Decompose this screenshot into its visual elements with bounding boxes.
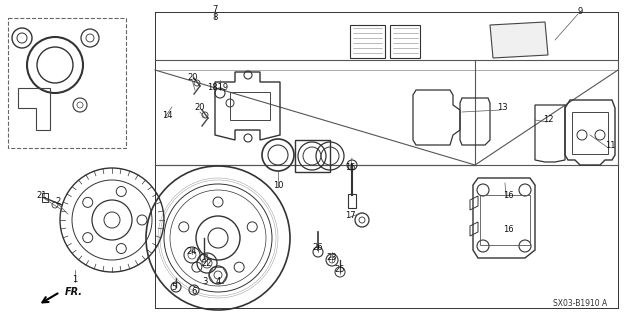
Text: 6: 6 <box>191 287 197 297</box>
Text: 11: 11 <box>605 140 615 149</box>
Text: 7: 7 <box>212 5 218 14</box>
Text: 24: 24 <box>187 247 197 257</box>
Text: 16: 16 <box>503 226 513 235</box>
Bar <box>348 194 356 208</box>
Text: 21: 21 <box>37 190 47 199</box>
Bar <box>8 18 126 148</box>
Bar <box>230 92 270 120</box>
Text: 2: 2 <box>55 197 61 206</box>
Text: 9: 9 <box>577 7 583 17</box>
Text: 17: 17 <box>345 211 355 220</box>
Text: 12: 12 <box>543 116 554 124</box>
Text: 26: 26 <box>313 244 324 252</box>
Text: SX03-B1910 A: SX03-B1910 A <box>553 299 607 308</box>
Text: 4: 4 <box>215 277 220 286</box>
Bar <box>480 195 530 245</box>
Text: 8: 8 <box>212 13 218 22</box>
Text: 1819: 1819 <box>208 84 229 92</box>
Text: 3: 3 <box>203 277 208 286</box>
Text: 16: 16 <box>503 190 513 199</box>
Bar <box>572 112 608 154</box>
Text: 10: 10 <box>273 180 283 189</box>
Text: 22: 22 <box>202 259 212 268</box>
Bar <box>42 193 48 202</box>
Text: 13: 13 <box>497 103 507 113</box>
Text: 20: 20 <box>195 103 205 113</box>
Text: FR.: FR. <box>65 287 83 297</box>
Text: 1: 1 <box>73 276 78 284</box>
Polygon shape <box>490 22 548 58</box>
Bar <box>295 140 330 172</box>
Text: 5: 5 <box>171 284 176 292</box>
Text: 15: 15 <box>345 164 355 172</box>
Text: 23: 23 <box>327 253 338 262</box>
Text: 25: 25 <box>335 266 345 275</box>
Text: 20: 20 <box>188 74 198 83</box>
Text: 14: 14 <box>162 110 172 119</box>
